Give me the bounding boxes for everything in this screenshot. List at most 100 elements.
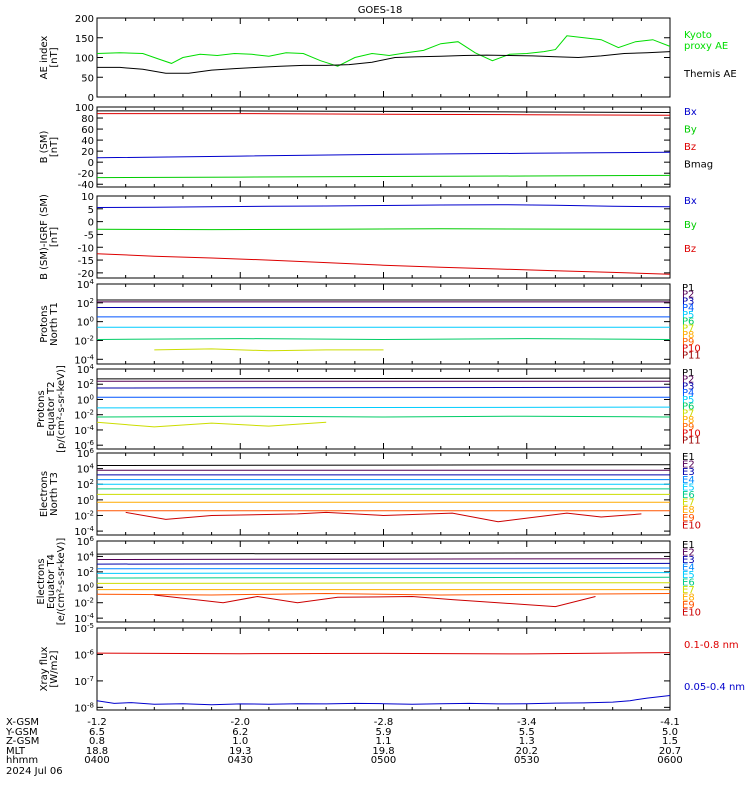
legend-label: E6	[682, 490, 695, 501]
legend-label: P9	[682, 337, 694, 348]
y-tick-label-exponent: -2	[87, 509, 94, 517]
y-tick-label: -10	[78, 243, 94, 254]
y-tick-label: -20	[78, 269, 94, 280]
series-line-bx	[96, 204, 671, 208]
y-tick-label-exponent: 2	[90, 378, 94, 386]
y-tick-label-exponent: 0	[90, 494, 94, 502]
y-tick-label: 102	[77, 378, 94, 391]
y-tick-label-exponent: -7	[87, 675, 94, 683]
ephemeris-value: 1.1	[375, 736, 392, 747]
ephemeris-value: -1.2	[87, 717, 107, 728]
y-tick-label-exponent: -2	[87, 334, 94, 342]
legend-label: Themis AE	[683, 69, 737, 80]
legend-label: E1	[682, 452, 695, 463]
y-tick-label: 10-2	[74, 509, 94, 522]
y-axis-label: North T1	[49, 302, 60, 346]
date-label: 2024 Jul 06	[6, 766, 63, 777]
y-tick-label: 10-2	[74, 409, 94, 422]
y-axis-label: [W/m2]	[49, 650, 60, 687]
series-line-e7	[96, 582, 671, 584]
y-tick-label-exponent: -5	[87, 622, 94, 630]
legend-label: P4	[682, 303, 694, 314]
ephemeris-value: 18.8	[85, 745, 109, 757]
y-axis-label: Equator T4	[46, 554, 57, 609]
legend-label: E5	[682, 482, 695, 493]
y-tick-label: 20	[81, 147, 94, 158]
legend-label: P11	[682, 435, 701, 446]
series-line-p3	[96, 386, 671, 389]
legend-label: Bz	[684, 142, 696, 153]
y-tick-label: 0	[88, 158, 94, 169]
legend-label: E4	[682, 563, 695, 574]
legend-label: P9	[682, 422, 694, 433]
ephemeris-value: 20.2	[515, 745, 538, 757]
y-tick-label: 50	[81, 73, 94, 84]
legend-label: E2	[682, 548, 695, 559]
y-tick-label: 100	[77, 581, 94, 594]
ephemeris-row-label: Y-GSM	[6, 726, 38, 738]
chart-title: GOES-18	[358, 5, 403, 16]
ephemeris-value: 19.3	[229, 745, 252, 757]
legend-label: P1	[682, 283, 694, 294]
y-axis-label: B (SM)-IGRF (SM)	[39, 194, 50, 280]
series-line-e9	[96, 592, 671, 596]
y-tick-label: 10-5	[74, 622, 94, 635]
legend-label: E7	[682, 585, 695, 596]
legend-label: E6	[682, 578, 695, 589]
legend-label: 0.1-0.8 nm	[684, 640, 739, 651]
series-line-by	[96, 228, 671, 231]
legend-label: E9	[682, 600, 695, 611]
legend-label: Bz	[684, 244, 696, 255]
y-tick-label: 10-7	[74, 675, 94, 688]
y-tick-label-exponent: 0	[90, 393, 94, 401]
y-tick-label: 10-2	[74, 597, 94, 610]
y-tick-label-exponent: -2	[87, 597, 94, 605]
y-tick-label-exponent: -4	[87, 424, 95, 432]
panel-frame	[96, 106, 671, 188]
y-axis-label: [nT]	[49, 47, 60, 67]
y-tick-label: -20	[78, 169, 94, 180]
y-tick-label: 104	[77, 550, 95, 563]
y-tick-label: 10-8	[74, 701, 94, 714]
series-line-e3	[96, 562, 671, 565]
legend-label: E3	[682, 467, 695, 478]
ephemeris-row-label: Z-GSM	[6, 736, 40, 747]
legend-label: P10	[682, 344, 701, 355]
y-tick-label: -5	[84, 230, 94, 241]
y-axis-label: B (SM)	[39, 130, 50, 163]
y-tick-label-exponent: -4	[87, 612, 95, 620]
y-axis-label: Equator T2	[46, 382, 57, 437]
legend-label: P4	[682, 388, 694, 399]
ephemeris-value: 0530	[514, 755, 540, 766]
legend-label: 0.05-0.4 nm	[684, 682, 745, 693]
y-axis-label: [e/(cm²-s-sr-keV)]	[56, 538, 67, 626]
ephemeris-value: 5.5	[518, 726, 535, 738]
ephemeris-value: -3.4	[516, 717, 537, 728]
legend-label: P6	[682, 402, 694, 413]
series-line-0-05-0-4-nm	[96, 695, 671, 706]
legend-label: P6	[682, 317, 694, 328]
y-tick-label: 106	[77, 535, 95, 548]
series-line-p5	[96, 406, 671, 409]
legend-label: P2	[682, 290, 694, 301]
series-line-bmag	[97, 110, 671, 113]
legend-label: Bmag	[684, 160, 713, 171]
legend-label: P5	[682, 395, 694, 406]
y-tick-label: 0	[88, 93, 94, 104]
legend-label: E1	[682, 540, 695, 551]
series-line-e6	[96, 576, 671, 579]
legend-label: P7	[682, 408, 694, 419]
panel-frame	[96, 627, 671, 711]
y-axis-label: AE index	[39, 36, 50, 80]
y-tick-label-exponent: 0	[90, 581, 94, 589]
y-tick-label: 200	[75, 14, 94, 25]
legend-label: Kyoto	[684, 30, 712, 41]
y-axis-label: Protons	[39, 305, 50, 342]
y-tick-label-exponent: -6	[87, 648, 95, 656]
ephemeris-value: 20.7	[658, 745, 682, 757]
